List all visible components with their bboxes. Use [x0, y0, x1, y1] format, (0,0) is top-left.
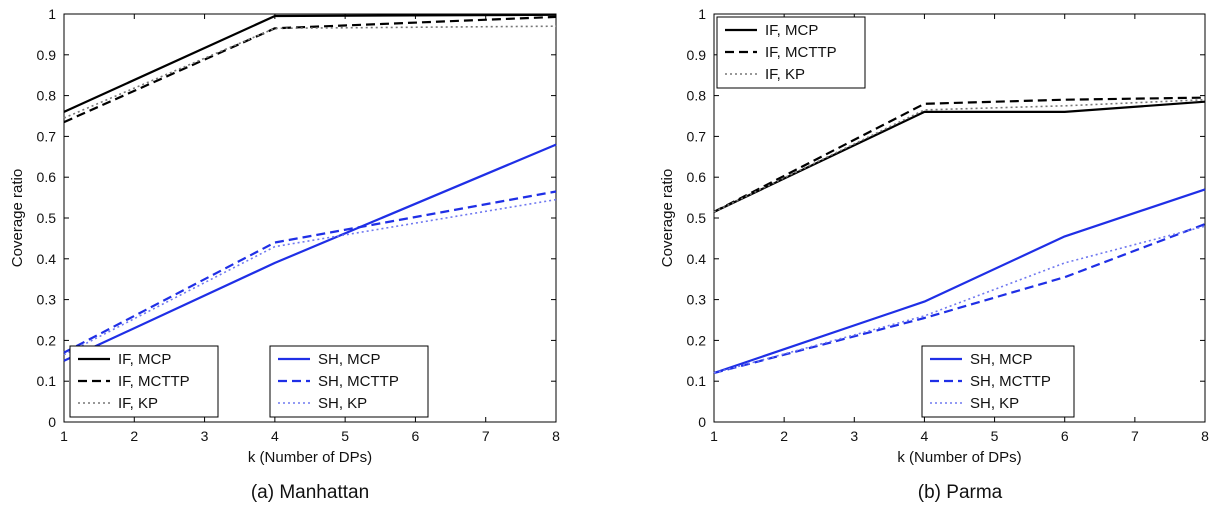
series-line-if-kp — [713, 98, 1206, 213]
y-tick-label: 0.5 — [687, 210, 707, 226]
legend-label-sh-mcttp: SH, MCTTP — [318, 373, 399, 390]
legend-label-if-mcttp: IF, MCTTP — [118, 373, 190, 390]
chart-caption: (a) Manhattan — [251, 482, 369, 503]
x-tick-label: 3 — [201, 428, 209, 444]
legend-top-left: IF, MCP IF, MCTTP IF, KP — [716, 16, 866, 89]
x-tick-label: 2 — [780, 428, 788, 444]
y-axis-label: Coverage ratio — [9, 169, 26, 267]
series-line-sh-mcp — [63, 143, 557, 362]
y-tick-label: 0.4 — [37, 251, 57, 267]
x-tick-label: 8 — [552, 428, 560, 444]
y-tick-label: 0.5 — [37, 210, 57, 226]
y-tick-label: 0.9 — [687, 47, 707, 63]
series-line-if-mcttp — [713, 96, 1206, 213]
x-tick-label: 5 — [991, 428, 999, 444]
y-tick-label: 0.2 — [37, 332, 57, 348]
x-tick-label: 8 — [1201, 428, 1209, 444]
series-line-sh-mcttp — [63, 190, 557, 354]
y-tick-label: 0.4 — [687, 251, 707, 267]
series-line-if-mcttp — [63, 15, 557, 124]
series-line-sh-mcp — [713, 188, 1206, 375]
legend-bottom-right: SH, MCP SH, MCTTP SH, KP — [921, 345, 1075, 418]
x-tick-label: 5 — [341, 428, 349, 444]
legend-label-if-mcttp: IF, MCTTP — [765, 44, 837, 61]
series-line-sh-mcttp — [713, 223, 1206, 375]
series-line-sh-kp — [63, 198, 557, 356]
y-tick-label: 0.3 — [687, 292, 707, 308]
chart-caption: (b) Parma — [918, 482, 1003, 503]
y-tick-label: 0.7 — [37, 128, 57, 144]
y-tick-label: 0.7 — [687, 128, 707, 144]
series-line-if-kp — [63, 25, 557, 119]
series-line-sh-kp — [713, 225, 1206, 374]
x-axis-label: k (Number of DPs) — [248, 449, 372, 466]
y-tick-label: 0.2 — [687, 332, 707, 348]
legend-label-sh-mcttp: SH, MCTTP — [970, 373, 1051, 390]
y-tick-label: 1 — [698, 6, 706, 22]
panel-parma: 1 2 3 4 5 6 7 8 0 0.1 0.2 0.3 0.4 0.5 0.6 0.7 0.8 0.9 1 k (… — [659, 6, 1209, 503]
x-tick-label: 4 — [271, 428, 279, 444]
legend-label-sh-kp: SH, KP — [970, 395, 1019, 412]
y-tick-label: 0 — [48, 414, 56, 430]
y-tick-label: 0.1 — [687, 373, 707, 389]
x-tick-label: 7 — [482, 428, 490, 444]
legend-label-sh-kp: SH, KP — [318, 395, 367, 412]
legend-label-sh-mcp: SH, MCP — [970, 351, 1033, 368]
x-tick-label: 6 — [412, 428, 420, 444]
legend-bottom-center: SH, MCP SH, MCTTP SH, KP — [269, 345, 429, 418]
y-tick-label: 0.9 — [37, 47, 57, 63]
legend-label-if-mcp: IF, MCP — [765, 22, 818, 39]
x-axis-label: k (Number of DPs) — [897, 449, 1021, 466]
x-tick-label: 6 — [1061, 428, 1069, 444]
legend-bottom-left: IF, MCP IF, MCTTP IF, KP — [69, 345, 219, 418]
series-line-if-mcp — [713, 100, 1206, 213]
legend-label-sh-mcp: SH, MCP — [318, 351, 381, 368]
series-line-if-mcp — [63, 13, 557, 113]
x-tick-label: 1 — [710, 428, 718, 444]
panel-manhattan: 1 2 3 4 5 6 7 8 0 0.1 0.2 0.3 0.4 0.5 0.6 0.7 0.8 0.9 1 k (… — [9, 6, 560, 503]
y-tick-label: 0.1 — [37, 373, 57, 389]
y-tick-label: 0 — [698, 414, 706, 430]
x-tick-label: 7 — [1131, 428, 1139, 444]
x-tick-label: 4 — [921, 428, 929, 444]
x-tick-label: 2 — [130, 428, 138, 444]
legend-label-if-kp: IF, KP — [765, 66, 805, 83]
y-tick-label: 1 — [48, 6, 56, 22]
y-tick-label: 0.6 — [37, 169, 57, 185]
y-tick-label: 0.8 — [37, 88, 57, 104]
x-tick-label: 3 — [850, 428, 858, 444]
y-tick-label: 0.6 — [687, 169, 707, 185]
legend-label-if-kp: IF, KP — [118, 395, 158, 412]
y-axis-label: Coverage ratio — [659, 169, 676, 267]
legend-label-if-mcp: IF, MCP — [118, 351, 171, 368]
y-tick-label: 0.3 — [37, 292, 57, 308]
y-tick-label: 0.8 — [687, 88, 707, 104]
x-tick-label: 1 — [60, 428, 68, 444]
